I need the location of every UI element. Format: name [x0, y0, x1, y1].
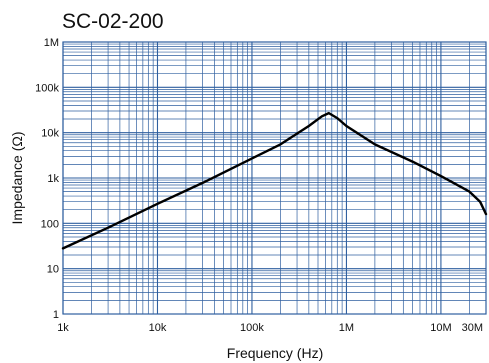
y-tick-label: 100	[41, 218, 59, 230]
x-axis-label: Frequency (Hz)	[227, 345, 323, 361]
y-axis-label: Impedance (Ω)	[9, 132, 25, 225]
x-tick-label: 1k	[57, 322, 69, 334]
y-tick-label: 10	[47, 264, 59, 276]
x-tick-labels: 1k 10k 100k 1M 10M 30M	[57, 322, 483, 334]
plot-frame	[62, 41, 487, 315]
grid	[62, 41, 487, 315]
y-tick-label: 1	[53, 309, 59, 321]
x-tick-label: 1M	[339, 322, 354, 334]
y-tick-labels: 1 10 100 1k 10k 100k 1M	[35, 37, 59, 321]
chart-title: SC-02-200	[62, 10, 164, 33]
y-tick-label: 10k	[41, 128, 59, 140]
y-tick-label: 1M	[44, 37, 59, 49]
series-layer	[61, 111, 488, 250]
y-tick-label: 100k	[35, 82, 59, 94]
x-tick-label: 10M	[430, 322, 451, 334]
y-tick-label: 1k	[47, 173, 59, 185]
x-tick-label: 10k	[149, 322, 167, 334]
impedance-curve	[61, 111, 488, 250]
x-tick-label: 100k	[240, 322, 264, 334]
x-tick-label: 30M	[462, 322, 483, 334]
